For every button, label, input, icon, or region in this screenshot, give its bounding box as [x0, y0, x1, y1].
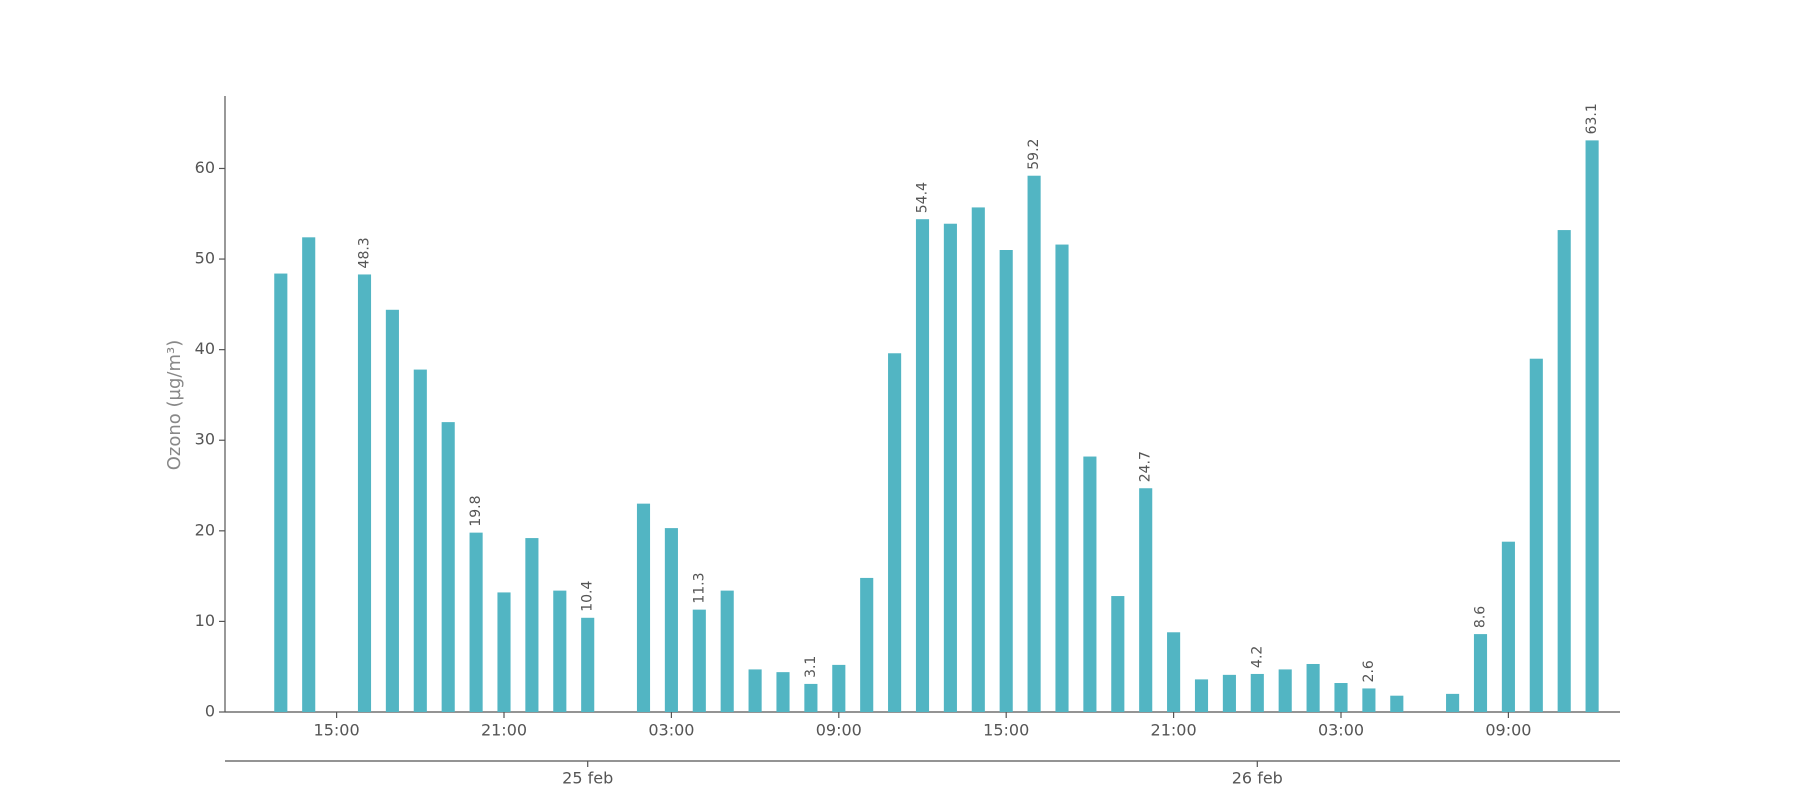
bar — [748, 669, 762, 712]
bar — [302, 237, 316, 713]
y-tick-label: 40 — [195, 339, 215, 358]
value-label: 63.1 — [1584, 103, 1600, 134]
value-label: 24.7 — [1138, 451, 1154, 482]
bar — [1334, 683, 1348, 712]
day-label: 25 feb — [562, 769, 613, 788]
bar — [692, 609, 706, 712]
x-tick-label: 09:00 — [816, 721, 862, 740]
y-tick-label: 30 — [195, 430, 215, 449]
value-label: 4.2 — [1249, 646, 1265, 668]
bar — [1585, 140, 1599, 712]
bar — [1139, 488, 1153, 712]
bar — [497, 592, 511, 712]
bar — [804, 683, 818, 712]
value-label: 54.4 — [915, 182, 931, 213]
bar — [720, 590, 734, 712]
bar — [1362, 688, 1376, 712]
x-tick-label: 15:00 — [983, 721, 1029, 740]
x-tick-label: 15:00 — [314, 721, 360, 740]
bar — [1055, 244, 1069, 713]
y-tick-label: 50 — [195, 249, 215, 268]
bar — [1306, 663, 1320, 712]
value-label: 48.3 — [357, 237, 373, 268]
bar — [1194, 679, 1209, 712]
bar — [860, 577, 874, 712]
bar — [1083, 456, 1097, 712]
bar — [1473, 634, 1488, 712]
y-tick-label: 10 — [195, 611, 215, 630]
bar — [1278, 669, 1292, 712]
bar — [888, 353, 902, 712]
bar — [636, 503, 651, 712]
bar — [441, 422, 455, 712]
bar — [525, 538, 539, 712]
day-label: 26 feb — [1232, 769, 1283, 788]
bar — [1557, 230, 1571, 712]
bar — [1027, 175, 1041, 712]
value-label: 8.6 — [1473, 606, 1489, 628]
y-tick-label: 0 — [205, 702, 215, 721]
bar — [999, 250, 1013, 712]
bar — [469, 532, 483, 712]
value-label: 2.6 — [1361, 660, 1377, 682]
x-tick-label: 03:00 — [1318, 721, 1364, 740]
value-label: 59.2 — [1026, 139, 1042, 170]
value-label: 19.8 — [468, 495, 484, 526]
bar — [1167, 632, 1181, 712]
bar — [1390, 695, 1404, 712]
bar — [832, 664, 846, 712]
value-label: 3.1 — [803, 656, 819, 678]
value-label: 10.4 — [580, 581, 596, 612]
y-tick-label: 60 — [195, 158, 215, 177]
x-tick-label: 21:00 — [481, 721, 527, 740]
bar — [915, 219, 930, 712]
x-tick-label: 03:00 — [648, 721, 694, 740]
bar — [413, 369, 427, 712]
bar — [1222, 674, 1236, 712]
bar — [553, 590, 567, 712]
bar — [776, 672, 790, 712]
y-axis-label: Ozono (µg/m³) — [164, 340, 185, 471]
bar — [1111, 596, 1125, 712]
bar — [385, 309, 399, 712]
bar — [971, 207, 985, 712]
bar — [581, 617, 595, 712]
bar — [664, 528, 678, 712]
x-tick-label: 09:00 — [1485, 721, 1531, 740]
bar — [1446, 693, 1460, 712]
bar — [274, 273, 288, 712]
bar — [943, 223, 957, 712]
bar — [357, 274, 372, 712]
bar — [1501, 541, 1515, 712]
y-tick-label: 20 — [195, 520, 215, 539]
x-tick-label: 21:00 — [1151, 721, 1197, 740]
bar — [1250, 673, 1264, 712]
bar — [1529, 358, 1543, 712]
value-label: 11.3 — [691, 572, 707, 603]
